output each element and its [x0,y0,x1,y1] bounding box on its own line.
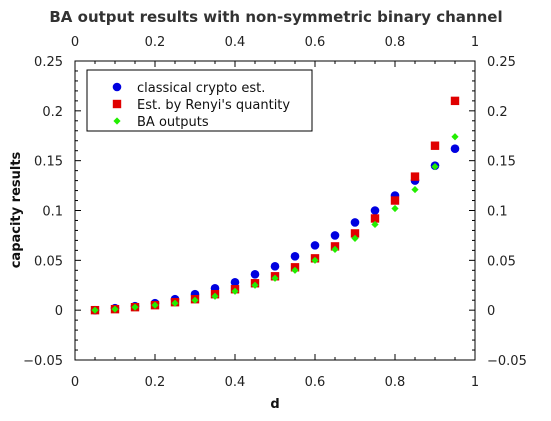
data-point [331,245,339,253]
data-point [451,133,459,141]
legend-marker [112,82,122,92]
x-tick-label-top: 0.6 [305,35,326,50]
x-tick-label: 0.2 [145,375,166,390]
legend: classical crypto est. Est. by Renyi's qua… [86,69,313,132]
legend-marker [113,117,121,125]
data-point [431,163,439,171]
series-3 [91,133,459,314]
y-tick-label: 0.2 [42,105,63,120]
data-point [370,206,380,215]
data-points [90,96,460,315]
data-point [171,299,179,307]
series-1 [90,144,460,315]
y-tick-label-right: 0.2 [487,105,508,120]
data-point [391,204,399,213]
y-tick-label-right: 0.1 [487,205,508,220]
legend-label: classical crypto est. [137,81,265,96]
data-point [390,196,400,205]
data-point [211,292,219,300]
y-tick-label-right: 0.25 [487,55,516,70]
x-tick-label: 0.4 [225,375,246,390]
legend-label: Est. by Renyi's quantity [137,98,290,113]
y-tick-label: −0.05 [23,354,63,369]
data-point [350,229,360,238]
chart-title: BA output results with non-symmetric bin… [49,8,502,26]
legend-marker [112,99,122,109]
data-point [370,214,380,223]
data-point [450,144,460,154]
axis-ticks: 000.20.20.40.40.60.60.80.811−0.05 −0.050 0… [23,35,527,390]
y-tick-label-right: 0.05 [487,254,516,269]
data-point [230,277,240,287]
data-point [290,252,300,261]
data-point [371,220,379,229]
data-point [271,274,279,282]
y-tick-label-right: 0.15 [487,155,516,170]
x-tick-label-top: 0.8 [385,35,406,50]
data-point [91,306,99,314]
y-tick-label: 0.15 [34,155,63,170]
x-tick-label: 1 [471,375,479,390]
x-tick-label-top: 1 [471,35,479,50]
y-tick-label: 0.25 [34,55,63,70]
x-tick-label-top: 0 [71,35,79,50]
data-point [410,172,420,181]
y-tick-label: 0 [55,304,63,319]
data-point [310,241,320,250]
x-axis-label: d [270,397,279,412]
data-point [291,266,299,274]
data-point [270,262,280,271]
data-point [231,287,239,295]
data-point [151,301,159,309]
data-point [191,296,199,304]
y-tick-label-right: 0 [487,304,495,319]
y-tick-label: 0.05 [34,254,63,269]
y-tick-label-right: −0.05 [487,354,527,369]
data-point [350,218,360,227]
data-point [450,96,460,106]
data-point [251,281,259,289]
data-point [111,305,119,313]
data-point [131,303,139,311]
legend-box [86,69,313,132]
y-axis-label: capacity results [9,151,24,268]
x-tick-label: 0.6 [305,375,326,390]
data-point [411,185,419,194]
data-point [430,141,440,150]
data-point [311,256,319,264]
x-tick-label: 0 [71,375,79,390]
x-tick-label-top: 0.2 [145,35,166,50]
data-point [250,269,260,279]
y-tick-label: 0.1 [42,205,63,220]
data-point [351,234,359,243]
x-tick-label: 0.8 [385,375,406,390]
legend-label: BA outputs [137,115,209,130]
data-point [330,231,340,240]
x-tick-label-top: 0.4 [225,35,246,50]
